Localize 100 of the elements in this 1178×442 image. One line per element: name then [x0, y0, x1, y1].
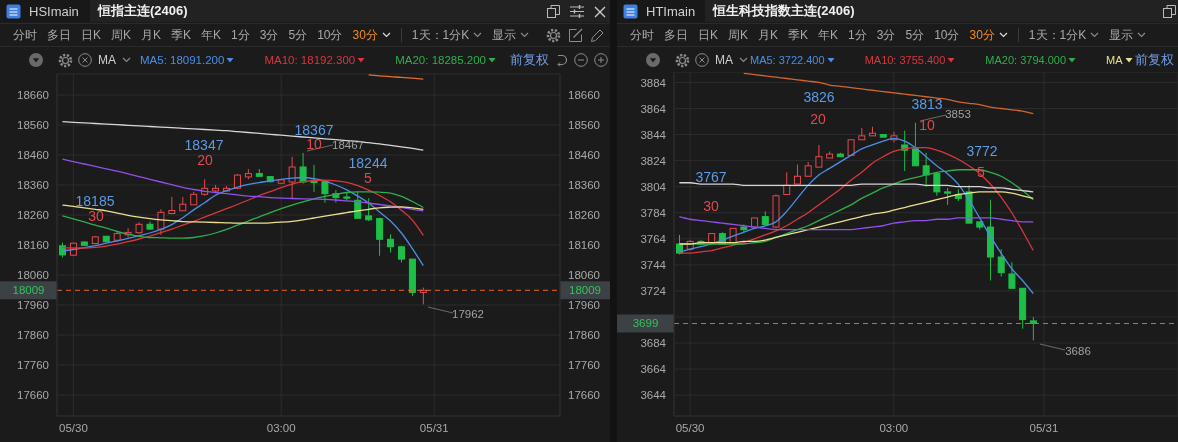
y2-tick-label: 17960 [568, 299, 600, 312]
y-tick-label: 3804 [640, 180, 667, 193]
legend-label: MA5: 3722.400 [750, 54, 825, 66]
text: 月K [758, 26, 779, 44]
annotation: 30 [703, 198, 719, 214]
y-tick-label: 3724 [640, 284, 667, 297]
text: 多日 [47, 26, 71, 44]
y-tick-label: 17760 [17, 359, 49, 372]
y-tick-label: 18260 [17, 209, 49, 222]
y-tick-label: 3784 [640, 206, 667, 219]
text: 日K [81, 26, 102, 44]
text: 分时 [13, 26, 37, 44]
y2-tick-label: 17760 [568, 359, 600, 372]
text: 年K [201, 26, 222, 44]
chart-subtitle: HSImain [29, 3, 79, 19]
text: 多日 [664, 26, 688, 44]
annotation: 17962 [452, 308, 484, 320]
ref-line-label: 18009 [569, 284, 601, 297]
y-tick-label: 3884 [640, 76, 667, 89]
annotation: 20 [197, 152, 213, 168]
annotation: 18467 [332, 139, 364, 151]
text: 10分 [934, 26, 960, 44]
y2-tick-label: 17660 [568, 389, 600, 402]
y2-tick-label: 18560 [568, 119, 600, 132]
x-tick-label: 05/30 [59, 422, 88, 435]
x-tick-label: 03:00 [266, 422, 296, 435]
chart-subtitle: HTImain [646, 3, 696, 19]
text: 1天：1分K [411, 26, 470, 44]
y-tick-label: 18060 [17, 269, 49, 282]
text: 30分 [969, 26, 995, 44]
annotation: 18185 [75, 193, 115, 209]
y-tick-label: 3824 [640, 154, 667, 167]
y-tick-label: 18560 [17, 119, 49, 132]
annotation: 5 [364, 170, 372, 186]
y2-tick-label: 18160 [568, 239, 600, 252]
text: 1分 [848, 26, 867, 44]
x-tick-label: 03:00 [879, 422, 909, 435]
legend-label: MA20: 18285.200 [395, 54, 486, 66]
annotation: 3826 [803, 89, 835, 105]
text: 3分 [259, 26, 279, 44]
y2-tick-label: 18460 [568, 149, 600, 162]
annotation: 18367 [294, 122, 334, 138]
annotation: 3686 [1065, 345, 1091, 357]
annotation: 30 [88, 208, 104, 224]
legend-label: MA20: 3794.000 [985, 54, 1067, 66]
text: 显示 [492, 26, 517, 44]
text: 季K [788, 26, 809, 44]
y-tick-label: 18660 [17, 89, 49, 102]
y2-tick-label: 18360 [568, 179, 600, 192]
y-tick-label: 3684 [640, 337, 667, 350]
text: 3分 [876, 26, 896, 44]
annotation: 20 [810, 111, 826, 127]
text: 10分 [317, 26, 343, 44]
x-tick-label: 05/31 [419, 422, 449, 435]
y-tick-label: 18160 [17, 239, 49, 252]
annotation: 3853 [945, 108, 971, 120]
y2-tick-label: 18660 [568, 89, 600, 102]
y-tick-label: 18460 [17, 149, 49, 162]
text: 年K [818, 26, 839, 44]
y-tick-label: 3664 [640, 363, 667, 376]
y2-tick-label: 17860 [568, 329, 600, 342]
legend-label: MA10: 3755.400 [864, 54, 946, 66]
annotation: 10 [919, 117, 935, 133]
annotation: 18347 [184, 137, 224, 153]
text: 5分 [905, 26, 925, 44]
ref-line-label: 3699 [632, 317, 659, 330]
text: 前复权 [1135, 52, 1174, 67]
y-tick-label: 18360 [17, 179, 49, 192]
x-tick-label: 05/31 [1029, 422, 1059, 435]
text: 日K [698, 26, 719, 44]
y2-tick-label: 18260 [568, 209, 600, 222]
annotation: 18244 [348, 155, 388, 171]
legend-label: MA10: 18192.300 [264, 54, 356, 66]
chart-title: 恒生科技指数主连(2406) [713, 3, 855, 18]
annotation: 10 [306, 136, 322, 152]
text: MA [98, 53, 116, 67]
y-tick-label: 3744 [640, 258, 667, 271]
text: 前复权 [510, 52, 549, 67]
text: 1分 [231, 26, 250, 44]
x-tick-label: 05/30 [675, 422, 705, 435]
text: MA [715, 53, 733, 67]
y-tick-label: 3764 [640, 232, 667, 245]
annotation: 3767 [695, 169, 727, 185]
y-tick-label: 17860 [17, 329, 49, 342]
y-tick-label: 17660 [17, 389, 49, 402]
text: 季K [171, 26, 192, 44]
legend-label: MA [1106, 54, 1123, 66]
annotation: 3772 [966, 143, 998, 159]
text: 18009 [12, 284, 45, 297]
text: 月K [141, 26, 162, 44]
annotation: 3813 [911, 96, 943, 112]
y-tick-label: 3844 [640, 128, 667, 141]
chart-title: 恒指主连(2406) [98, 3, 188, 18]
text: 分时 [630, 26, 654, 44]
y-tick-label: 17960 [17, 299, 49, 312]
y-tick-label: 3864 [640, 102, 667, 115]
text: 30分 [352, 26, 378, 44]
text: 显示 [1109, 26, 1134, 44]
legend-label: MA5: 18091.200 [140, 54, 225, 66]
text: 周K [728, 26, 749, 44]
